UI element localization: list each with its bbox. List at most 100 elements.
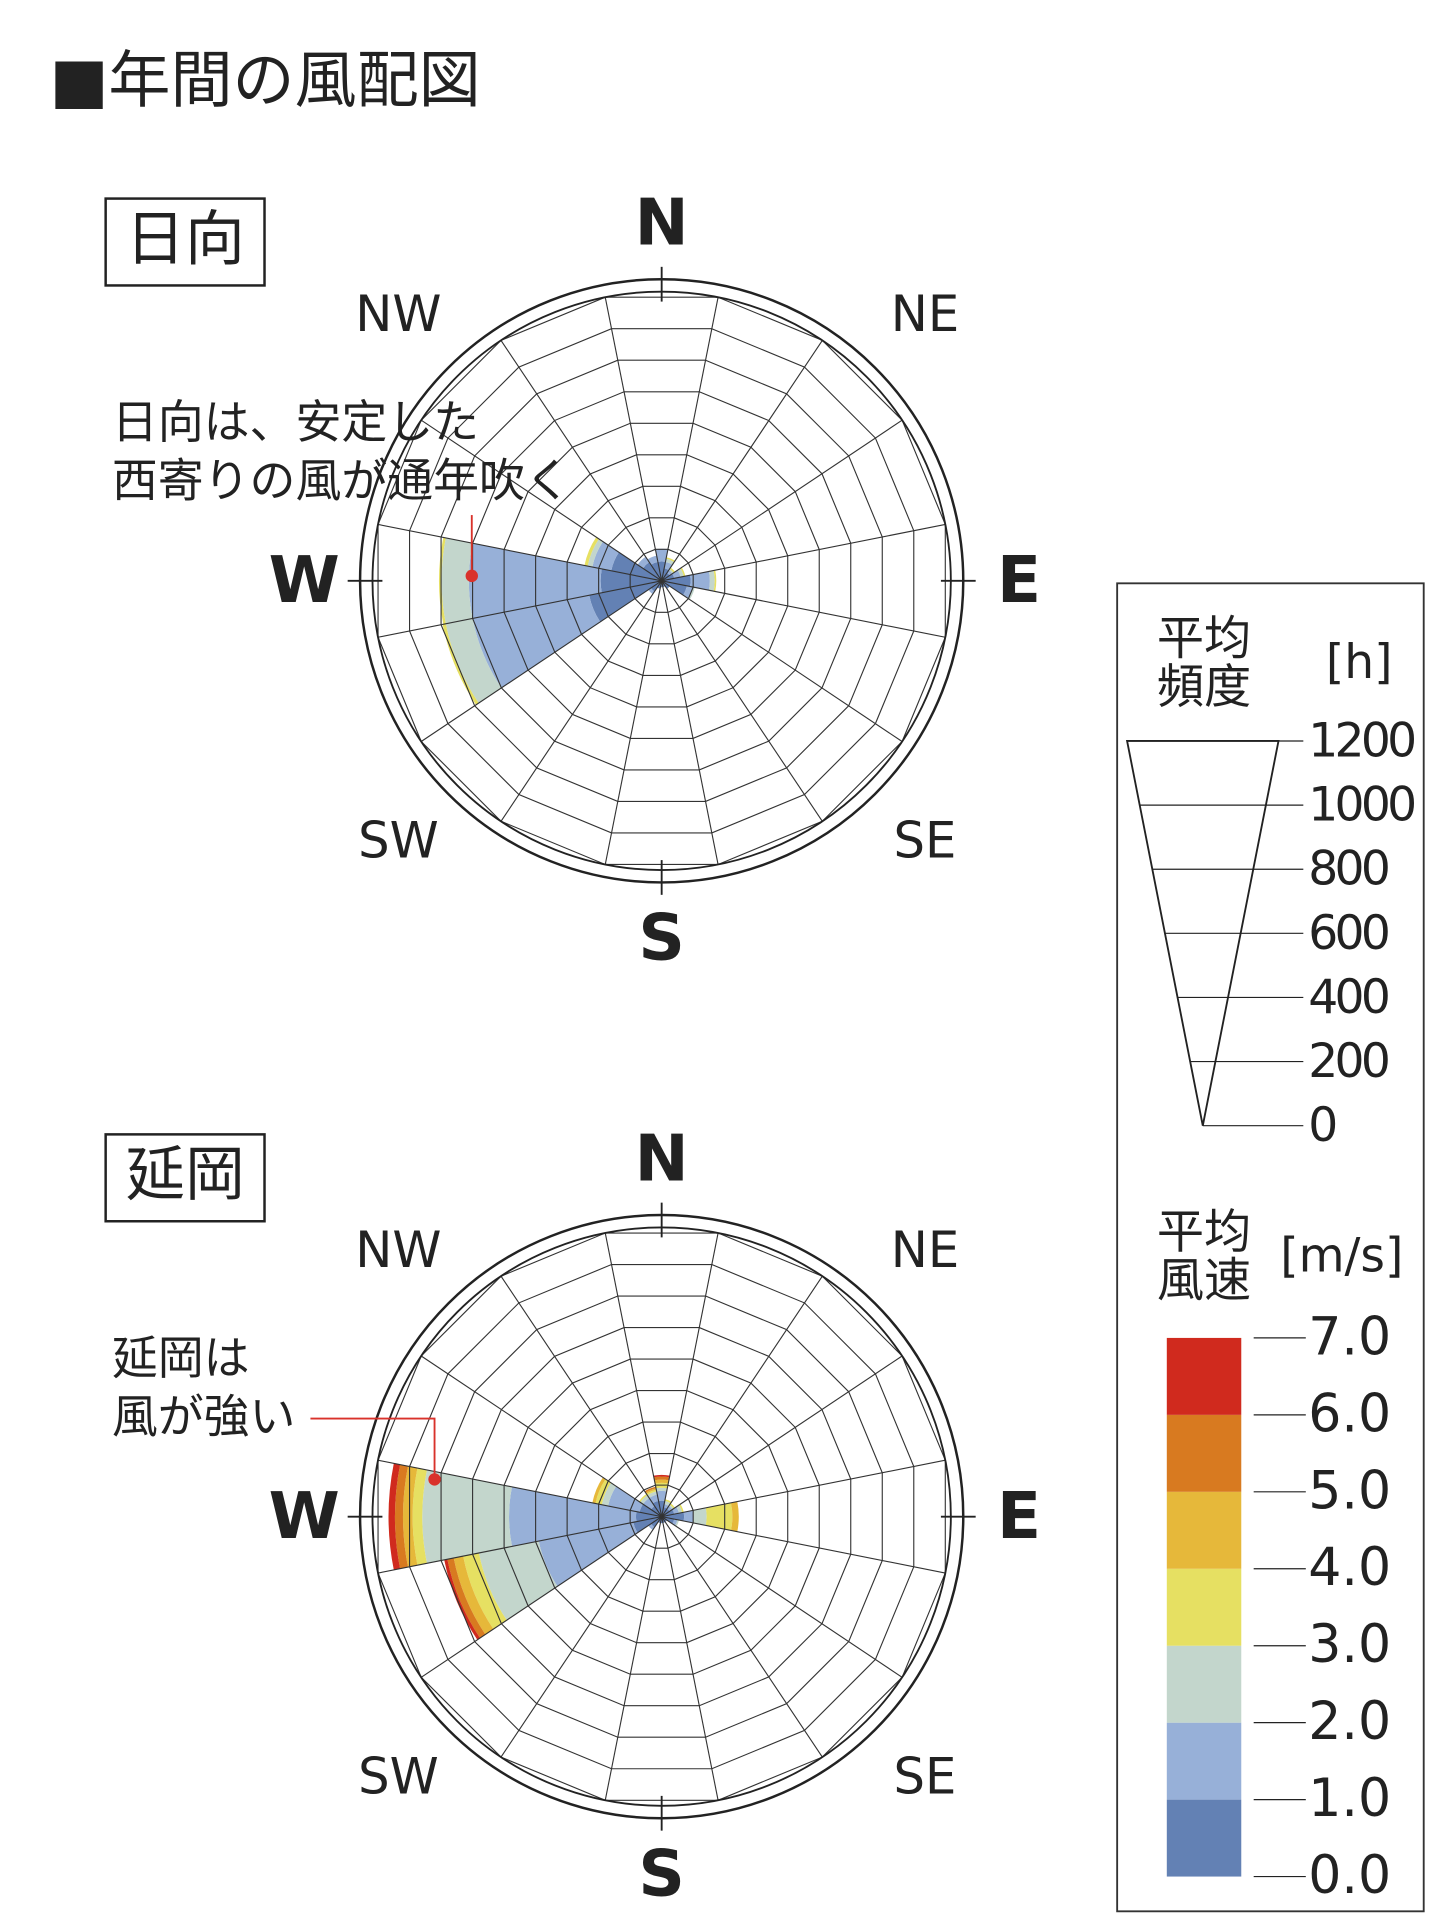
spoke: [661, 1459, 946, 1518]
wedge: [655, 548, 668, 562]
station-box: [104, 197, 266, 287]
wedge: [637, 556, 650, 569]
spoke: [661, 580, 719, 865]
legend-tick-label: 6.0: [1308, 1384, 1391, 1444]
wedge: [690, 571, 710, 591]
wedge: [661, 575, 691, 587]
wedge: [653, 1476, 670, 1481]
legend-tick-label: 1200: [1308, 713, 1414, 768]
wedge: [654, 1479, 669, 1484]
wedge: [647, 1491, 658, 1498]
annotation-pointer: [310, 1417, 436, 1480]
wedge: [584, 537, 599, 567]
legend-tick-label: 7.0: [1308, 1307, 1391, 1367]
wedge: [688, 587, 695, 600]
spoke: [661, 340, 823, 582]
legend-title: 頻度: [1157, 660, 1251, 715]
spoke: [661, 1516, 903, 1678]
wedge: [665, 558, 675, 565]
spoke: [500, 1516, 663, 1758]
spoke: [661, 1275, 823, 1517]
station-label: 延岡: [126, 1141, 245, 1210]
legend-box: [1116, 582, 1425, 1913]
wedge: [683, 1510, 694, 1523]
wedge: [693, 1507, 707, 1526]
direction-label: E: [997, 543, 1041, 618]
wedge: [445, 618, 502, 704]
direction-label: NE: [891, 285, 959, 343]
legend-tick-label: 1000: [1308, 778, 1414, 833]
legend-tick-label: 600: [1308, 906, 1388, 961]
legend-color: [1166, 1722, 1242, 1800]
wedge: [679, 1504, 684, 1513]
direction-label: S: [638, 901, 684, 976]
wedge: [587, 538, 603, 568]
wedge: [422, 1469, 512, 1564]
wedge: [589, 580, 662, 622]
spoke: [661, 1516, 823, 1758]
annotation: 西寄りの風が通年吹く: [112, 454, 571, 508]
wedge: [640, 1495, 650, 1505]
direction-label: SW: [358, 1747, 439, 1805]
wedge: [538, 1522, 638, 1587]
spoke: [420, 1355, 662, 1518]
direction-label: NW: [355, 1221, 441, 1279]
wedge: [394, 1464, 408, 1569]
wedge: [472, 595, 601, 688]
wedge: [648, 1523, 655, 1530]
wedge: [680, 567, 686, 577]
spoke: [661, 1232, 719, 1517]
spoke: [661, 1516, 946, 1574]
page-title: ■年間の風配図: [50, 43, 481, 116]
wedge: [664, 1499, 672, 1504]
wedge: [608, 1486, 643, 1513]
wedge: [635, 1511, 662, 1522]
spoke: [377, 523, 662, 582]
legend-color: [1166, 1799, 1242, 1877]
legend-tick-label: 0.0: [1308, 1846, 1391, 1906]
wedge: [644, 1486, 657, 1493]
annotation-dot: [465, 569, 478, 583]
legend-tick-label: 0: [1308, 1098, 1335, 1153]
wedge: [650, 580, 662, 592]
wedge: [646, 1489, 657, 1496]
wedge: [666, 557, 676, 563]
wedge: [705, 1502, 733, 1531]
wedge: [661, 1512, 685, 1522]
station-box: [104, 1133, 266, 1223]
spoke: [500, 580, 663, 822]
wedge: [650, 1516, 662, 1528]
wedge: [453, 1556, 494, 1635]
direction-label: NW: [355, 285, 441, 343]
legend-color: [1166, 1337, 1242, 1415]
direction-label: N: [635, 186, 689, 261]
wedge: [645, 1488, 657, 1494]
wedge: [648, 587, 655, 595]
wedge: [509, 1486, 637, 1547]
wedge: [683, 585, 694, 599]
wedge: [633, 1516, 662, 1533]
annotation: 風が強い: [112, 1389, 296, 1443]
direction-label: NE: [891, 1221, 959, 1279]
legend-tick-label: 1.0: [1308, 1769, 1391, 1829]
wedge: [441, 537, 473, 624]
annotation-dot: [428, 1473, 441, 1486]
spoke: [377, 1516, 662, 1574]
wedge: [653, 1474, 670, 1478]
direction-label: SW: [358, 812, 439, 870]
wedge: [592, 541, 619, 571]
legend-tick-label: 800: [1308, 842, 1388, 897]
legend-tick-label: 5.0: [1308, 1461, 1391, 1521]
direction-label: E: [997, 1479, 1041, 1554]
direction-label: S: [638, 1836, 684, 1911]
spoke: [661, 419, 903, 582]
spoke: [604, 1232, 663, 1517]
wedge: [657, 561, 666, 581]
wedge: [600, 568, 662, 593]
wedge: [676, 1505, 683, 1514]
annotation: 日向は、安定した: [112, 395, 479, 449]
spoke: [661, 580, 946, 638]
wedge: [664, 561, 673, 571]
spoke: [500, 1275, 663, 1517]
